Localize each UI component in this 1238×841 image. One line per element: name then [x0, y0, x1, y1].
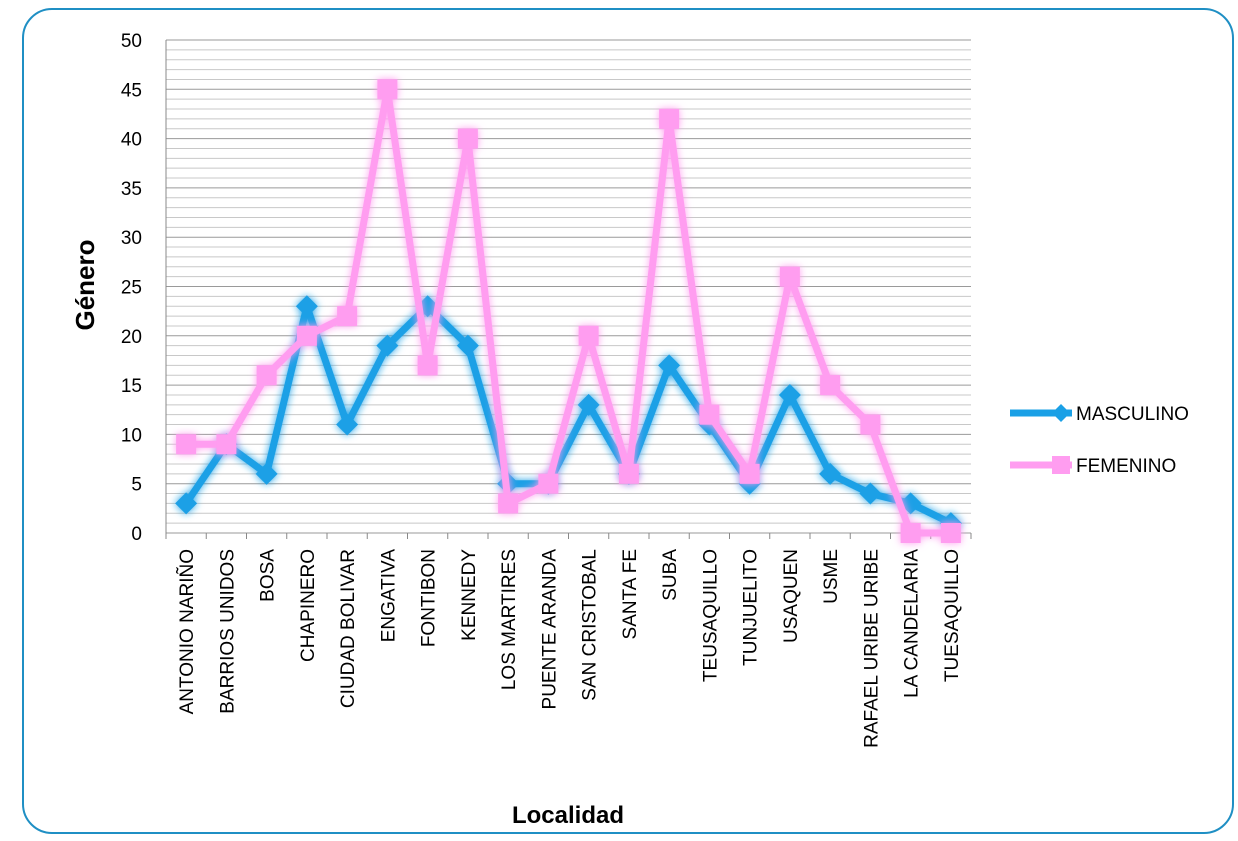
data-point	[940, 523, 961, 543]
y-tick-label: 50	[121, 31, 142, 52]
data-point	[819, 462, 842, 485]
x-tick-label: TUESAQUILLO	[942, 549, 963, 682]
x-tick-label: USAQUEN	[781, 549, 802, 643]
data-point	[256, 365, 277, 386]
x-tick-label: LA CANDELARIA	[902, 549, 923, 698]
legend: MASCULINO FEMENINO	[1010, 404, 1189, 477]
data-point	[498, 493, 519, 514]
data-point	[457, 128, 478, 149]
data-point	[175, 492, 198, 515]
data-point	[336, 413, 359, 436]
series-femenino	[176, 79, 961, 543]
data-point	[739, 463, 760, 484]
x-axis-ticks: ANTONIO NARIÑO BARRIOS UNIDOS BOSA CHAPINER…	[176, 549, 963, 748]
y-tick-label: 5	[131, 475, 142, 496]
y-tick-label: 35	[121, 179, 142, 200]
x-tick-label: TEUSAQUILLO	[700, 549, 721, 682]
y-tick-label: 25	[121, 278, 142, 299]
x-tick-label: ENGATIVA	[378, 549, 399, 643]
legend-label: MASCULINO	[1076, 404, 1189, 425]
data-point	[255, 462, 278, 485]
data-point	[337, 306, 358, 327]
data-point	[618, 463, 639, 484]
data-point	[578, 325, 599, 346]
x-tick-label: SANTA FE	[620, 549, 641, 639]
x-tick-label: CIUDAD BOLIVAR	[338, 549, 359, 708]
data-point	[900, 523, 921, 543]
legend-label: FEMENINO	[1076, 456, 1176, 477]
data-point	[699, 404, 720, 425]
x-tick-label: PUENTE ARANDA	[539, 549, 560, 710]
data-point	[216, 434, 237, 455]
legend-marker	[1052, 456, 1070, 474]
y-tick-label: 10	[121, 425, 142, 446]
data-point	[859, 482, 882, 505]
x-tick-label: SAN CRISTOBAL	[580, 549, 601, 701]
x-tick-label: KENNEDY	[459, 549, 480, 641]
data-point	[376, 334, 399, 357]
y-tick-label: 45	[121, 80, 142, 101]
data-point	[295, 295, 318, 318]
x-tick-label: BOSA	[258, 549, 279, 602]
data-point	[658, 354, 681, 377]
data-point	[779, 266, 800, 287]
series	[175, 79, 962, 543]
y-tick-label: 40	[121, 130, 142, 151]
y-tick-label: 20	[121, 327, 142, 348]
x-tick-label: LOS MARTIRES	[499, 549, 520, 690]
chart-frame	[22, 8, 1234, 834]
y-tick-label: 15	[121, 376, 142, 397]
data-point	[820, 375, 841, 396]
data-point	[456, 334, 479, 357]
x-tick-label: CHAPINERO	[298, 549, 319, 662]
data-point	[659, 108, 680, 129]
data-point	[417, 355, 438, 376]
x-tick-label: FONTIBON	[419, 549, 440, 647]
data-point	[860, 414, 881, 435]
x-tick-label: BARRIOS UNIDOS	[217, 549, 238, 714]
y-tick-label: 30	[121, 228, 142, 249]
grid	[165, 39, 972, 539]
data-point	[176, 434, 197, 455]
data-point	[778, 383, 801, 406]
data-point	[538, 473, 559, 494]
y-tick-label: 0	[131, 524, 142, 545]
legend-marker	[1052, 404, 1070, 422]
x-tick-label: USME	[821, 549, 842, 604]
x-axis-title: Localidad	[512, 802, 624, 829]
data-point	[377, 79, 398, 100]
x-tick-label: RAFAEL URIBE URIBE	[861, 549, 882, 748]
x-tick-label: TUNJUELITO	[741, 549, 762, 666]
data-point	[577, 393, 600, 416]
x-tick-label: SUBA	[660, 549, 681, 601]
y-axis-ticks: 0 5 10 15 20 25 30 35 40 45 50	[121, 31, 142, 545]
y-axis-title: Género	[70, 239, 100, 330]
data-point	[296, 325, 317, 346]
x-tick-label: ANTONIO NARIÑO	[176, 549, 198, 714]
